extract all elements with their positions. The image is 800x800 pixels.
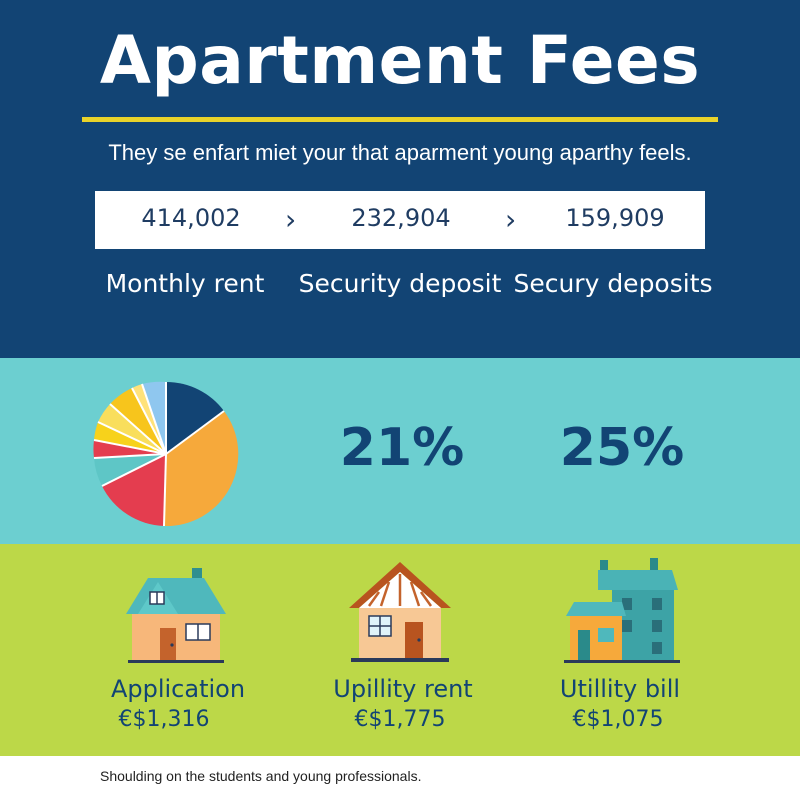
label-secury-deposits: Secury deposits — [513, 269, 713, 298]
label-security-deposit: Security deposit — [298, 269, 502, 298]
stat-value-2: 232,904 — [351, 204, 451, 232]
cost-price-upillity-rent: €$1,775 — [354, 707, 446, 732]
stat-value-1: 414,002 — [141, 204, 241, 232]
chevron-right-icon: › — [285, 203, 297, 236]
footer — [0, 756, 800, 800]
percent-value-2: 25% — [559, 418, 685, 478]
cottage-icon — [349, 562, 451, 662]
chevron-right-icon: › — [505, 203, 517, 236]
stat-value-3: 159,909 — [565, 204, 665, 232]
house-icon — [126, 568, 226, 663]
percent-value-1: 21% — [339, 418, 465, 478]
page-subtitle: They se enfart miet your that aparment y… — [108, 140, 692, 165]
page-title: Apartment Fees — [99, 22, 701, 99]
apartment-building-icon — [564, 558, 680, 663]
title-underline — [82, 117, 718, 122]
cost-price-application: €$1,316 — [118, 707, 210, 732]
label-monthly-rent: Monthly rent — [105, 269, 265, 298]
cost-price-utility-bill: €$1,075 — [572, 707, 664, 732]
cost-label-utility-bill: Utillity bill — [559, 675, 681, 703]
cost-label-upillity-rent: Upillity rent — [333, 675, 473, 703]
footnote: Shoulding on the students and young prof… — [100, 768, 422, 784]
pie-chart-icon — [93, 381, 239, 527]
stats-bar: 414,002 › 232,904 › 159,909 — [95, 191, 705, 249]
cost-label-application: Application — [110, 675, 246, 703]
header-section — [0, 0, 800, 358]
